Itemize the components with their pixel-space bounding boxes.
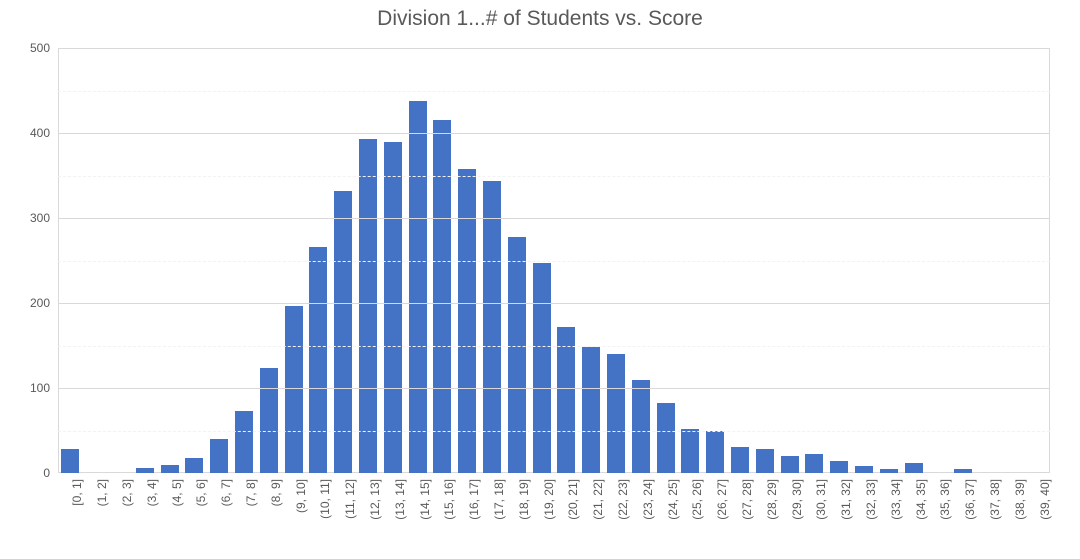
bar — [781, 456, 799, 473]
x-tick-label: (18, 19] — [517, 479, 531, 520]
x-tick-label: (15, 16] — [442, 479, 456, 520]
y-tick-label: 0 — [2, 466, 50, 480]
gridline — [58, 133, 1050, 134]
x-axis-labels: [0, 1] (1, 2] (2, 3] (3, 4] (4, 5] (5, 6] (6, … — [58, 479, 1050, 559]
bar — [508, 237, 526, 473]
plot-area — [58, 48, 1050, 473]
histogram-chart: Division 1...# of Students vs. Score [0,… — [0, 0, 1080, 553]
bar — [533, 263, 551, 473]
x-tick-label: (19, 20] — [542, 479, 556, 520]
bar — [309, 247, 327, 473]
gridline — [58, 218, 1050, 219]
x-tick-label: (10, 11] — [318, 479, 332, 519]
gridline — [58, 346, 1050, 347]
bar — [161, 465, 179, 473]
y-tick-label: 400 — [2, 126, 50, 140]
x-tick-label: (7, 8] — [244, 479, 258, 506]
bar — [185, 458, 203, 473]
x-tick-label: (3, 4] — [145, 479, 159, 506]
x-tick-label: (30, 31] — [814, 479, 828, 520]
bar — [61, 449, 79, 473]
bar — [681, 429, 699, 473]
x-tick-label: (2, 3] — [120, 479, 134, 506]
bar — [285, 306, 303, 473]
gridline — [58, 303, 1050, 304]
bar — [607, 354, 625, 473]
x-tick-label: (32, 33] — [864, 479, 878, 520]
x-tick-label: (20, 21] — [566, 479, 580, 520]
x-tick-label: (4, 5] — [170, 479, 184, 506]
bar — [830, 461, 848, 473]
x-tick-label: (27, 28] — [740, 479, 754, 520]
bar — [483, 181, 501, 473]
x-tick-label: (24, 25] — [666, 479, 680, 520]
bar — [557, 327, 575, 473]
y-axis-labels: 0100200300400500 — [0, 48, 58, 473]
gridline — [58, 431, 1050, 432]
bar — [657, 403, 675, 473]
x-tick-label: (11, 12] — [343, 479, 357, 519]
bar — [954, 469, 972, 473]
bar — [632, 380, 650, 473]
y-tick-label: 300 — [2, 211, 50, 225]
gridline — [58, 388, 1050, 389]
x-tick-label: (5, 6] — [194, 479, 208, 506]
x-tick-label: (29, 30] — [790, 479, 804, 520]
y-tick-label: 200 — [2, 296, 50, 310]
x-tick-label: (1, 2] — [95, 479, 109, 506]
bar — [582, 347, 600, 473]
x-tick-label: (8, 9] — [269, 479, 283, 506]
x-tick-label: (17, 18] — [492, 479, 506, 520]
bar — [731, 447, 749, 473]
x-tick-label: (38, 39] — [1013, 479, 1027, 520]
x-tick-label: (37, 38] — [988, 479, 1002, 520]
bar — [805, 454, 823, 473]
bar — [136, 468, 154, 473]
y-tick-label: 100 — [2, 381, 50, 395]
x-tick-label: (6, 7] — [219, 479, 233, 506]
x-tick-label: (13, 14] — [393, 479, 407, 520]
bar — [855, 466, 873, 473]
x-tick-label: (14, 15] — [418, 479, 432, 520]
chart-title: Division 1...# of Students vs. Score — [0, 0, 1080, 48]
x-tick-label: (39, 40] — [1038, 479, 1052, 520]
x-tick-label: [0, 1] — [70, 479, 84, 506]
x-tick-label: (36, 37] — [963, 479, 977, 520]
x-tick-label: (34, 35] — [914, 479, 928, 520]
x-tick-label: (9, 10] — [294, 479, 308, 513]
x-tick-label: (33, 34] — [889, 479, 903, 520]
x-tick-label: (23, 24] — [641, 479, 655, 520]
x-tick-label: (21, 22] — [591, 479, 605, 520]
x-tick-label: (22, 23] — [616, 479, 630, 520]
bar — [880, 469, 898, 473]
bar — [433, 120, 451, 473]
bar — [359, 139, 377, 473]
bar — [905, 463, 923, 473]
x-tick-label: (28, 29] — [765, 479, 779, 520]
x-tick-label: (31, 32] — [839, 479, 853, 520]
bar — [235, 411, 253, 473]
bar — [706, 431, 724, 474]
gridline — [58, 91, 1050, 92]
bar — [458, 169, 476, 473]
y-tick-label: 500 — [2, 41, 50, 55]
bar — [409, 101, 427, 473]
x-tick-label: (25, 26] — [690, 479, 704, 520]
x-tick-label: (26, 27] — [715, 479, 729, 520]
gridline — [58, 176, 1050, 177]
gridline — [58, 261, 1050, 262]
x-tick-label: (16, 17] — [467, 479, 481, 520]
bar — [384, 142, 402, 474]
bar — [756, 449, 774, 473]
x-tick-label: (12, 13] — [368, 479, 382, 520]
x-tick-label: (35, 36] — [938, 479, 952, 520]
bar — [260, 368, 278, 473]
bar — [210, 439, 228, 473]
